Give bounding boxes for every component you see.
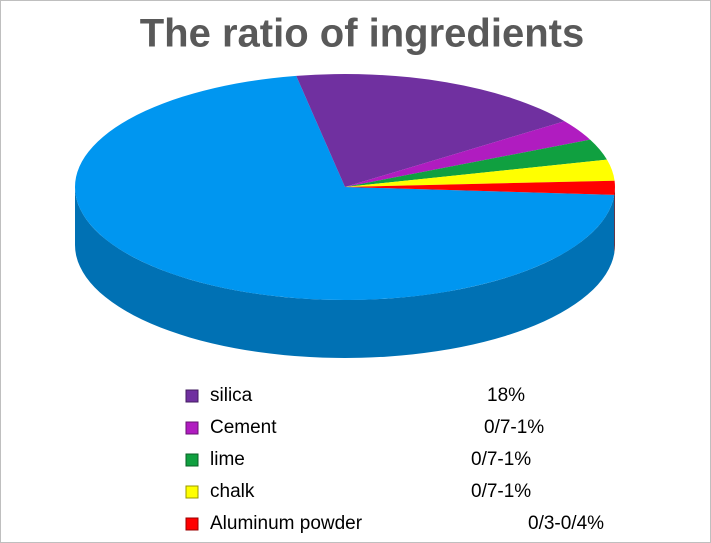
legend-value: 0/7-1%	[471, 449, 531, 470]
legend-value: 18%	[487, 385, 525, 406]
slice	[345, 159, 615, 187]
legend-label: Aluminum powder	[210, 513, 363, 534]
legend-swatch	[185, 421, 199, 435]
legend-value: 0/3-0/4%	[528, 513, 604, 534]
slice	[296, 74, 565, 187]
legend-label: chalk	[210, 481, 255, 502]
legend-label: lime	[210, 449, 245, 470]
slice	[345, 180, 615, 195]
slice	[345, 139, 607, 187]
legend-value: 0/7-1%	[484, 417, 544, 438]
legend-swatch	[185, 453, 199, 467]
slice	[74, 75, 615, 301]
slice-side	[614, 187, 615, 253]
legend-swatch	[185, 389, 199, 403]
legend-label: Cement	[210, 417, 277, 438]
chart-title: The ratio of ingredients	[140, 12, 584, 56]
legend-swatch	[185, 517, 199, 531]
slice-side	[74, 187, 615, 358]
legend-swatch	[185, 485, 199, 499]
slice	[345, 121, 591, 187]
legend-label: silica	[210, 385, 253, 406]
legend-value: 0/7-1%	[471, 481, 531, 502]
